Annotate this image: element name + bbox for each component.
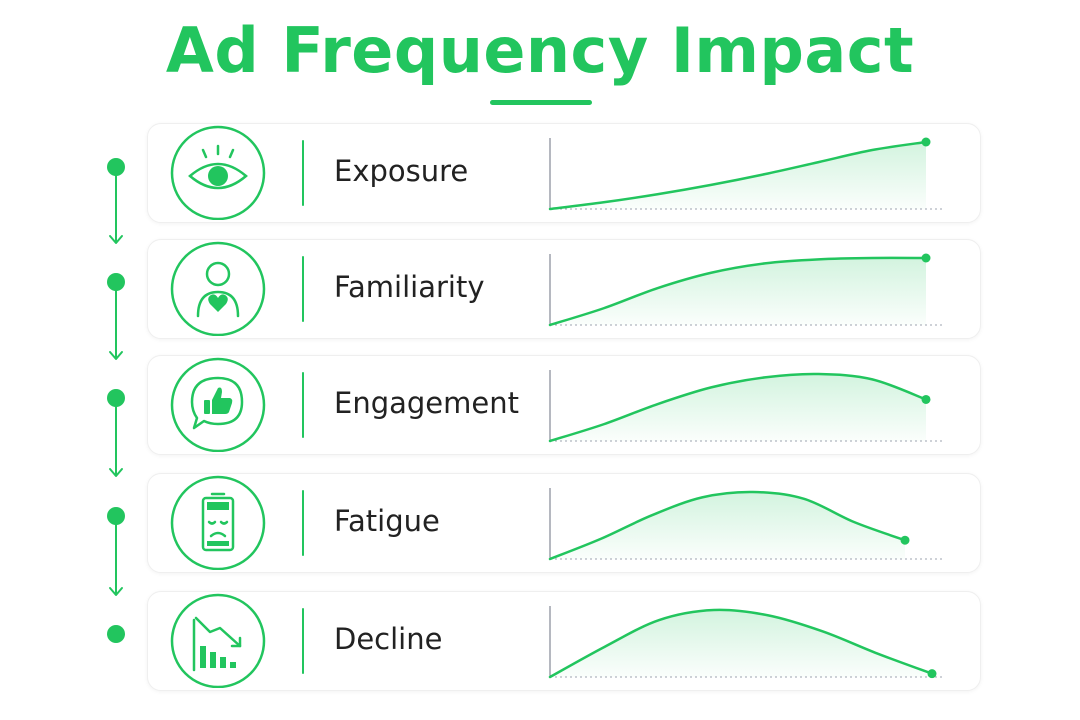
sparkline-exposure (548, 137, 942, 211)
timeline (107, 158, 125, 643)
arrow-down-icon (109, 468, 123, 477)
sparkline-line (548, 372, 928, 443)
eye-icon (170, 125, 266, 220)
divider (302, 608, 304, 674)
low-battery-sad-face-icon (170, 475, 266, 570)
person-heart-icon (170, 241, 266, 336)
sparkline-area (550, 257, 926, 325)
timeline-dot (107, 273, 125, 291)
arrow-down-icon (109, 587, 123, 596)
stage-label: Fatigue (334, 504, 440, 538)
declining-bar-chart-icon (170, 593, 266, 688)
arrow-down-icon (109, 351, 123, 360)
sparkline-line (548, 608, 934, 679)
sparkline-line (548, 256, 928, 327)
sparkline-end-point (921, 394, 931, 404)
stage-label: Exposure (334, 154, 469, 188)
stage-card-familiarity: Familiarity (147, 239, 981, 339)
divider (302, 372, 304, 438)
divider (302, 256, 304, 322)
sparkline-end-point (921, 253, 931, 263)
sparkline-decline (548, 606, 942, 679)
sparkline-end-point (921, 137, 931, 147)
timeline-dot (107, 625, 125, 643)
sparkline-fatigue (548, 488, 942, 561)
sparkline-end-point (900, 535, 910, 545)
divider (302, 140, 304, 206)
stage-label: Engagement (334, 386, 519, 420)
sparkline-end-point (927, 669, 937, 679)
sparkline-area (550, 609, 932, 677)
timeline-dot (107, 158, 125, 176)
sparkline-line (548, 490, 907, 561)
thumbs-up-speech-bubble-icon (170, 357, 266, 452)
timeline-dot (107, 389, 125, 407)
stage-label: Decline (334, 622, 443, 656)
sparkline-line (548, 140, 928, 211)
arrow-down-icon (109, 235, 123, 244)
stage-card-engagement: Engagement (147, 355, 981, 455)
sparkline-area (550, 491, 905, 559)
title-underline (490, 100, 592, 105)
sparkline-engagement (548, 370, 942, 443)
divider (302, 490, 304, 556)
stage-card-fatigue: Fatigue (147, 473, 981, 573)
stage-card-decline: Decline (147, 591, 981, 691)
stage-card-exposure: Exposure (147, 123, 981, 223)
page-title: Ad Frequency Impact (165, 14, 915, 87)
sparkline-area (550, 142, 926, 209)
sparkline-area (550, 373, 926, 441)
sparkline-familiarity (548, 253, 942, 327)
timeline-dot (107, 507, 125, 525)
stage-label: Familiarity (334, 270, 485, 304)
